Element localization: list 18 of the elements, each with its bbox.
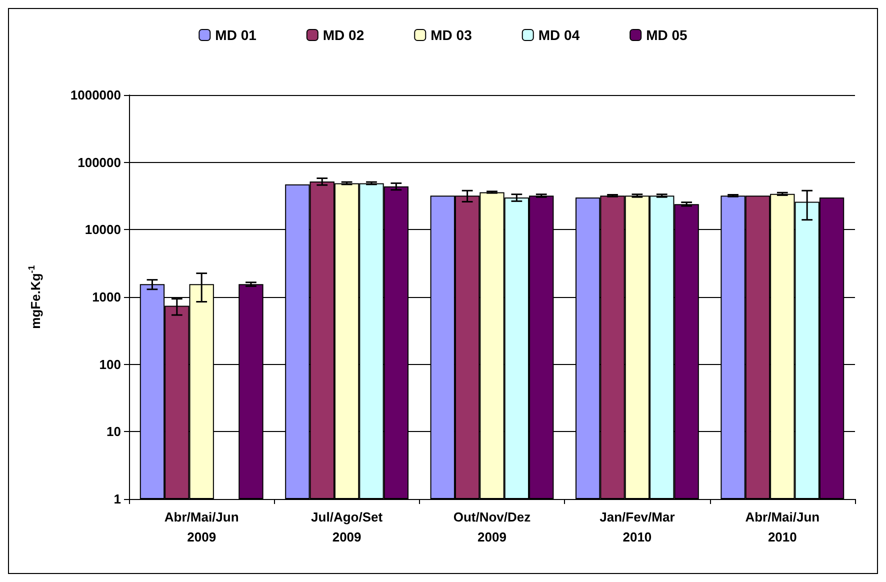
x-tick-label: Abr/Mai/Jun 2009: [164, 510, 239, 544]
y-tick-label: 10: [106, 424, 121, 440]
x-tick-label: Abr/Mai/Jun 2010: [745, 510, 820, 544]
y-tick-label: 1: [114, 492, 121, 506]
y-tick-label: 100: [99, 356, 121, 372]
legend-label: MD 02: [322, 27, 364, 43]
y-axis-title: mgFe.Kg-1: [26, 265, 43, 329]
legend-label: MD 03: [430, 27, 472, 43]
x-tick-label: Jan/Fev/Mar 2010: [600, 510, 675, 544]
legend-label: MD 05: [646, 27, 688, 43]
legend-label: MD 04: [538, 27, 580, 43]
x-tick-label: Out/Nov/Dez 2009: [453, 510, 532, 544]
y-tick-label: 10000: [84, 222, 121, 238]
y-tick-label: 100000: [78, 154, 121, 170]
x-tick-label: Jul/Ago/Set 2009: [311, 510, 384, 544]
y-tick-label: 1000000: [70, 88, 121, 102]
legend-label: MD 01: [215, 27, 257, 43]
y-tick-label: 1000: [92, 290, 121, 304]
